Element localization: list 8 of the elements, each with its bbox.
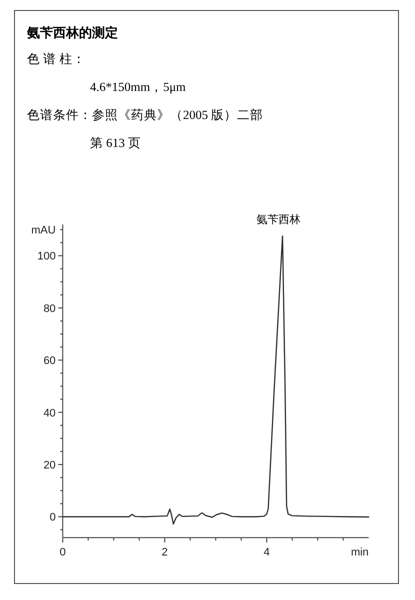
annotation: 第 613 页 <box>90 136 141 150</box>
annotation: 色 谱 柱： <box>27 52 86 66</box>
ylabel: mAU <box>31 224 56 237</box>
title: 氨苄西林的测定 <box>27 25 118 40</box>
xlabel: min <box>350 546 369 559</box>
annotation: 4.6*150mm，5μm <box>90 80 186 94</box>
annotation: 氨苄西林 <box>256 214 300 226</box>
annotation: 色谱条件：参照《药典》（2005 版）二部 <box>27 108 264 122</box>
